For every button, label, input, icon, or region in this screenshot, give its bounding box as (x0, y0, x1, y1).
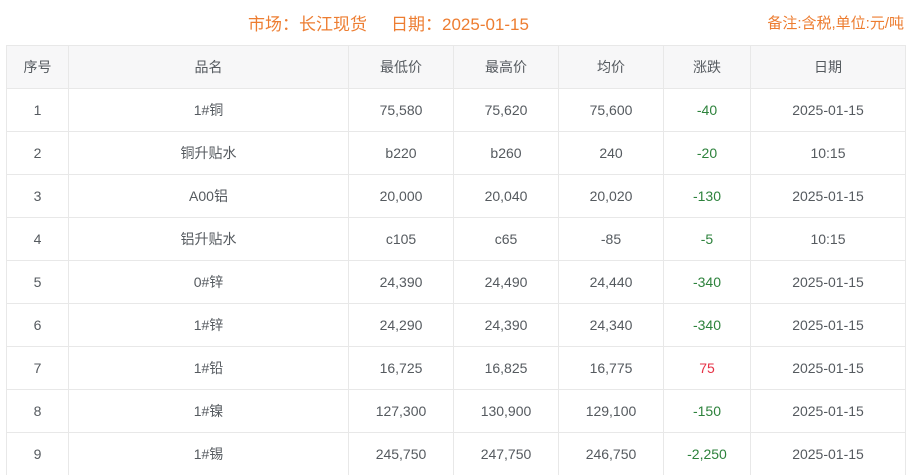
cell-low: b220 (348, 131, 454, 175)
cell-avg: 246,750 (558, 432, 664, 475)
cell-high: 247,750 (453, 432, 559, 475)
cell-avg: 20,020 (558, 174, 664, 218)
cell-high: 75,620 (453, 88, 559, 132)
cell-low: 245,750 (348, 432, 454, 475)
table-header: 序号 品名 最低价 最高价 均价 涨跌 日期 (6, 45, 906, 89)
cell-avg: -85 (558, 217, 664, 261)
table-row: 7 1#铅 16,725 16,825 16,775 75 2025-01-15 (6, 346, 906, 390)
column-header-avg: 均价 (558, 45, 664, 89)
cell-high: 130,900 (453, 389, 559, 433)
page-meta-bar: 市场：长江现货 日期：2025-01-15 备注:含税,单位:元/吨 (0, 0, 913, 45)
column-header-name: 品名 (68, 45, 349, 89)
table-row: 2 铜升贴水 b220 b260 240 -20 10:15 (6, 131, 906, 175)
table-body: 1 1#铜 75,580 75,620 75,600 -40 2025-01-15 2 铜升贴水… (6, 88, 906, 475)
cell-date: 2025-01-15 (750, 346, 906, 390)
cell-change: -130 (663, 174, 751, 218)
table-row: 6 1#锌 24,290 24,390 24,340 -340 2025-01-15 (6, 303, 906, 347)
table-row: 1 1#铜 75,580 75,620 75,600 -40 2025-01-15 (6, 88, 906, 132)
table-row: 8 1#镍 127,300 130,900 129,100 -150 2025-01-15 (6, 389, 906, 433)
cell-high: 24,490 (453, 260, 559, 304)
cell-change: -2,250 (663, 432, 751, 475)
column-header-change: 涨跌 (663, 45, 751, 89)
cell-date: 10:15 (750, 131, 906, 175)
cell-high: 16,825 (453, 346, 559, 390)
table-row: 9 1#锡 245,750 247,750 246,750 -2,250 2025-01-1… (6, 432, 906, 475)
cell-date: 2025-01-15 (750, 432, 906, 475)
cell-date: 2025-01-15 (750, 389, 906, 433)
cell-change: -20 (663, 131, 751, 175)
cell-avg: 24,340 (558, 303, 664, 347)
cell-high: c65 (453, 217, 559, 261)
cell-change: -5 (663, 217, 751, 261)
cell-no: 2 (6, 131, 69, 175)
column-header-date: 日期 (750, 45, 906, 89)
cell-no: 9 (6, 432, 69, 475)
cell-date: 10:15 (750, 217, 906, 261)
cell-avg: 75,600 (558, 88, 664, 132)
cell-low: 75,580 (348, 88, 454, 132)
cell-high: 20,040 (453, 174, 559, 218)
cell-avg: 129,100 (558, 389, 664, 433)
table-row: 4 铝升贴水 c105 c65 -85 -5 10:15 (6, 217, 906, 261)
cell-low: 127,300 (348, 389, 454, 433)
cell-avg: 24,440 (558, 260, 664, 304)
cell-low: 24,390 (348, 260, 454, 304)
price-table-container: 序号 品名 最低价 最高价 均价 涨跌 日期 1 1#铜 75,580 75,620 75,600-… (6, 45, 906, 475)
cell-low: 16,725 (348, 346, 454, 390)
table-row: 5 0#锌 24,390 24,490 24,440 -340 2025-01-15 (6, 260, 906, 304)
cell-date: 2025-01-15 (750, 303, 906, 347)
column-header-high: 最高价 (453, 45, 559, 89)
note-label: 备注:含税,单位:元/吨 (767, 15, 904, 32)
market-date-meta: 市场：长江现货 日期：2025-01-15 (248, 10, 529, 35)
cell-low: 24,290 (348, 303, 454, 347)
cell-name: 1#铜 (68, 88, 349, 132)
table-header-row: 序号 品名 最低价 最高价 均价 涨跌 日期 (6, 45, 906, 89)
cell-name: 1#铅 (68, 346, 349, 390)
cell-high: 24,390 (453, 303, 559, 347)
cell-change: -340 (663, 303, 751, 347)
market-label: 市场：长江现货 (248, 15, 367, 34)
cell-date: 2025-01-15 (750, 260, 906, 304)
cell-change: -150 (663, 389, 751, 433)
cell-no: 3 (6, 174, 69, 218)
price-table: 序号 品名 最低价 最高价 均价 涨跌 日期 1 1#铜 75,580 75,620 75,600-… (6, 45, 906, 475)
cell-no: 7 (6, 346, 69, 390)
cell-name: 0#锌 (68, 260, 349, 304)
cell-no: 6 (6, 303, 69, 347)
cell-name: 铝升贴水 (68, 217, 349, 261)
cell-high: b260 (453, 131, 559, 175)
cell-no: 8 (6, 389, 69, 433)
cell-date: 2025-01-15 (750, 174, 906, 218)
cell-name: 1#镍 (68, 389, 349, 433)
table-row: 3 A00铝 20,000 20,040 20,020 -130 2025-01-15 (6, 174, 906, 218)
cell-no: 5 (6, 260, 69, 304)
date-label: 日期：2025-01-15 (391, 15, 529, 34)
cell-date: 2025-01-15 (750, 88, 906, 132)
cell-avg: 16,775 (558, 346, 664, 390)
cell-avg: 240 (558, 131, 664, 175)
column-header-no: 序号 (6, 45, 69, 89)
cell-change: 75 (663, 346, 751, 390)
cell-name: 1#锌 (68, 303, 349, 347)
cell-low: c105 (348, 217, 454, 261)
cell-name: 1#锡 (68, 432, 349, 475)
cell-name: 铜升贴水 (68, 131, 349, 175)
cell-name: A00铝 (68, 174, 349, 218)
cell-change: -340 (663, 260, 751, 304)
cell-no: 1 (6, 88, 69, 132)
cell-change: -40 (663, 88, 751, 132)
column-header-low: 最低价 (348, 45, 454, 89)
cell-low: 20,000 (348, 174, 454, 218)
cell-no: 4 (6, 217, 69, 261)
